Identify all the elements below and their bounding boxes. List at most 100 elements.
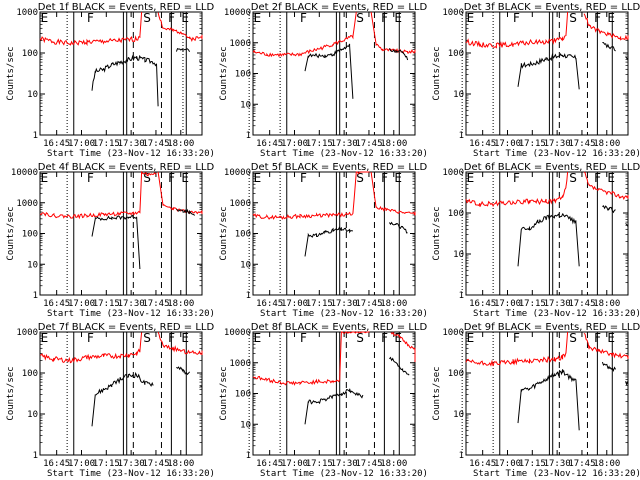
plot-frame <box>252 171 416 296</box>
panel-title: Det 2f BLACK = Events, RED = LLD <box>251 2 428 13</box>
events-series <box>304 226 354 257</box>
plot-frame <box>465 171 629 296</box>
lld-series <box>39 11 143 47</box>
y-tick-label: 10 <box>453 410 464 420</box>
x-tick-label: 17:45 <box>568 299 595 309</box>
lld-series <box>465 11 569 49</box>
y-tick-label: 100 <box>448 49 464 59</box>
events-series <box>388 221 408 234</box>
segment-label: F <box>300 11 307 25</box>
events-series <box>388 48 409 61</box>
events-series <box>517 213 580 267</box>
segment-label: S <box>569 11 577 25</box>
x-tick-label: 17:15 <box>306 299 333 309</box>
lld-series <box>157 171 203 215</box>
x-tick-label: 17:00 <box>281 299 308 309</box>
segment-label: S <box>356 11 364 25</box>
y-tick-label: 1000 <box>442 8 464 18</box>
x-tick-label: 17:15 <box>519 139 546 149</box>
x-tick-label: 17:15 <box>519 299 546 309</box>
x-tick-label: 17:00 <box>281 139 308 149</box>
x-tick-label: 17:15 <box>93 459 120 469</box>
y-tick-label: 10 <box>240 260 251 270</box>
events-series <box>304 43 354 99</box>
segment-label: F <box>87 11 94 25</box>
x-tick-label: 16:45 <box>43 299 70 309</box>
x-tick-label: 17:00 <box>494 299 521 309</box>
segment-label: E <box>394 331 402 345</box>
panel-title: Det 6f BLACK = Events, RED = LLD <box>464 162 640 173</box>
events-series <box>517 52 580 90</box>
x-tick-label: 17:15 <box>306 459 333 469</box>
events-series <box>625 56 629 61</box>
segment-label: F <box>513 11 520 25</box>
x-tick-label: 17:00 <box>68 459 95 469</box>
detector-panel-2: Det 2f BLACK = Events, RED = LLD 1 10 100 10… <box>219 2 463 159</box>
y-tick-label: 10 <box>453 90 464 100</box>
segment-label: F <box>87 171 94 185</box>
events-series <box>389 356 410 376</box>
y-axis-label: Counts/sec <box>432 206 442 260</box>
y-axis-label: Counts/sec <box>6 46 16 100</box>
y-tick-label: 1000 <box>442 168 464 178</box>
x-axis-label: Start Time (23-Nov-12 16:33:20) <box>47 149 215 159</box>
detector-panel-5: Det 5f BLACK = Events, RED = LLD 1 10 100 10… <box>219 162 463 319</box>
x-tick-label: 18:00 <box>593 139 620 149</box>
segment-label: F <box>300 171 307 185</box>
segment-label: F <box>381 331 388 345</box>
segment-label: S <box>569 331 577 345</box>
x-tick-label: 16:45 <box>469 139 496 149</box>
plot-frame <box>252 331 416 456</box>
segment-label: S <box>143 11 151 25</box>
panel-title: Det 3f BLACK = Events, RED = LLD <box>464 2 640 13</box>
events-series <box>199 385 203 389</box>
y-tick-label: 1000 <box>229 39 251 49</box>
x-tick-label: 17:15 <box>93 299 120 309</box>
x-tick-label: 17:45 <box>355 139 382 149</box>
x-tick-label: 18:00 <box>167 459 194 469</box>
x-tick-label: 16:45 <box>256 459 283 469</box>
lld-series <box>157 12 203 43</box>
panel-title: Det 7f BLACK = Events, RED = LLD <box>38 322 215 333</box>
segment-label: E <box>467 11 475 25</box>
segment-label: E <box>254 11 262 25</box>
y-tick-label: 100 <box>22 49 38 59</box>
panel-title: Det 9f BLACK = Events, RED = LLD <box>464 322 640 333</box>
segment-label: F <box>168 171 175 185</box>
plot-frame <box>39 171 203 296</box>
y-tick-label: 1000 <box>16 199 38 209</box>
x-axis-label: Start Time (23-Nov-12 16:33:20) <box>47 469 215 479</box>
x-tick-label: 17:30 <box>118 299 145 309</box>
segment-label: E <box>467 331 475 345</box>
x-tick-label: 17:30 <box>544 299 571 309</box>
lld-series <box>252 171 370 220</box>
y-axis-label: Counts/sec <box>432 46 442 100</box>
x-tick-label: 17:45 <box>355 299 382 309</box>
x-tick-label: 17:15 <box>306 139 333 149</box>
x-tick-label: 17:30 <box>331 299 358 309</box>
y-tick-label: 1000 <box>229 359 251 369</box>
segment-label: F <box>513 171 520 185</box>
segment-label: S <box>569 171 577 185</box>
plot-frame <box>465 11 629 136</box>
segment-label: E <box>181 11 189 25</box>
detector-panel-7: Det 7f BLACK = Events, RED = LLD 1 10 100 10… <box>6 322 250 479</box>
panel-title: Det 8f BLACK = Events, RED = LLD <box>251 322 428 333</box>
detector-panel-8: Det 8f BLACK = Events, RED = LLD 1 10 100 10… <box>219 322 463 479</box>
events-series <box>625 223 629 227</box>
plot-frame <box>39 331 203 456</box>
detector-panel-4: Det 4f BLACK = Events, RED = LLD 1 10 100 10… <box>6 162 250 319</box>
y-tick-label: 10 <box>240 420 251 430</box>
y-tick-label: 10000 <box>224 328 251 338</box>
detector-panel-6: Det 6f BLACK = Events, RED = LLD 1 10 100 10… <box>432 162 640 319</box>
x-tick-label: 17:15 <box>93 139 120 149</box>
y-tick-label: 1000 <box>16 8 38 18</box>
y-tick-label: 1 <box>33 451 38 461</box>
segment-label: E <box>467 171 475 185</box>
x-tick-label: 17:45 <box>355 459 382 469</box>
y-tick-label: 1000 <box>16 328 38 338</box>
x-tick-label: 18:00 <box>380 299 407 309</box>
x-tick-label: 18:00 <box>380 139 407 149</box>
y-axis-label: Counts/sec <box>219 206 229 260</box>
